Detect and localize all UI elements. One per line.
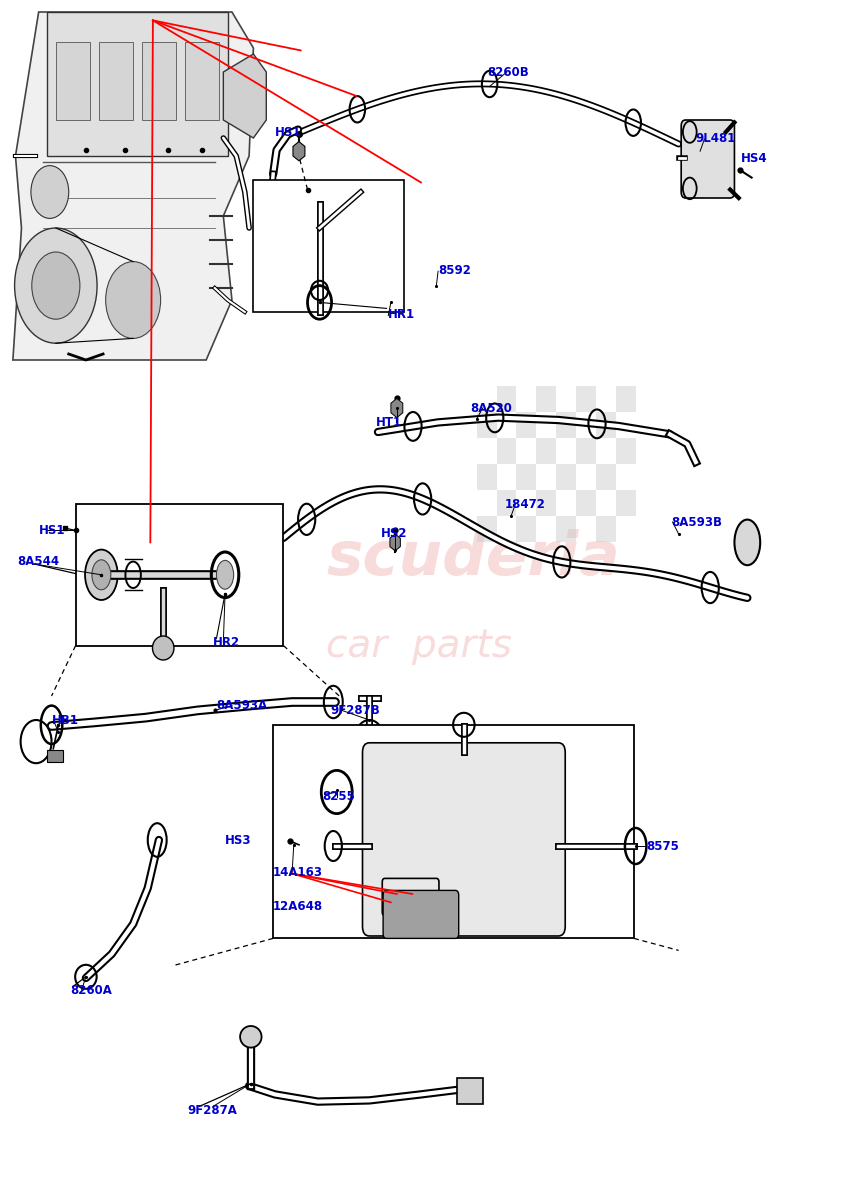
Text: 8255: 8255 bbox=[322, 791, 355, 803]
Text: HT1: HT1 bbox=[376, 416, 402, 428]
Bar bbox=[185, 42, 219, 120]
Bar bbox=[536, 438, 557, 464]
Text: HS1: HS1 bbox=[275, 126, 302, 138]
Bar bbox=[99, 42, 133, 120]
Polygon shape bbox=[223, 54, 266, 138]
Bar bbox=[516, 516, 536, 542]
Bar bbox=[457, 1078, 483, 1104]
Bar bbox=[477, 464, 497, 491]
Text: HS3: HS3 bbox=[225, 834, 252, 846]
FancyBboxPatch shape bbox=[681, 120, 734, 198]
Bar bbox=[477, 516, 497, 542]
Bar bbox=[253, 180, 404, 312]
Bar bbox=[56, 42, 90, 120]
Text: HS1: HS1 bbox=[39, 524, 65, 536]
Bar bbox=[596, 464, 616, 491]
Text: HR2: HR2 bbox=[213, 636, 241, 648]
Bar bbox=[497, 438, 516, 464]
Bar bbox=[557, 413, 576, 438]
Bar bbox=[536, 386, 557, 413]
Bar bbox=[76, 504, 283, 646]
Bar bbox=[576, 386, 596, 413]
Ellipse shape bbox=[85, 550, 118, 600]
Text: 8A593A: 8A593A bbox=[216, 700, 268, 712]
Text: 8260A: 8260A bbox=[70, 984, 113, 996]
Bar bbox=[516, 413, 536, 438]
Ellipse shape bbox=[734, 520, 760, 565]
Circle shape bbox=[15, 228, 97, 343]
Bar bbox=[576, 491, 596, 516]
Ellipse shape bbox=[240, 1026, 261, 1048]
Bar bbox=[557, 464, 576, 491]
Text: 9L481: 9L481 bbox=[696, 132, 736, 144]
Text: 8260B: 8260B bbox=[487, 66, 529, 78]
Text: 8A520: 8A520 bbox=[471, 402, 513, 414]
Text: HS2: HS2 bbox=[381, 528, 407, 540]
Polygon shape bbox=[47, 12, 228, 156]
Bar bbox=[596, 413, 616, 438]
Polygon shape bbox=[13, 12, 253, 360]
Bar bbox=[273, 725, 634, 938]
Text: 8575: 8575 bbox=[646, 840, 679, 852]
Text: car  parts: car parts bbox=[326, 626, 513, 665]
Bar bbox=[497, 386, 516, 413]
Bar bbox=[557, 516, 576, 542]
FancyBboxPatch shape bbox=[383, 890, 459, 938]
Bar bbox=[477, 413, 497, 438]
Circle shape bbox=[31, 166, 69, 218]
Bar bbox=[576, 438, 596, 464]
Bar bbox=[616, 386, 636, 413]
Text: HS4: HS4 bbox=[740, 152, 767, 164]
FancyBboxPatch shape bbox=[362, 743, 565, 936]
Text: 18472: 18472 bbox=[505, 498, 546, 510]
Circle shape bbox=[106, 262, 161, 338]
Bar bbox=[536, 491, 557, 516]
Text: 8A544: 8A544 bbox=[17, 556, 59, 568]
Bar bbox=[516, 464, 536, 491]
Text: 12A648: 12A648 bbox=[273, 900, 323, 912]
Text: 9F287B: 9F287B bbox=[331, 704, 381, 716]
Bar bbox=[47, 750, 63, 762]
Ellipse shape bbox=[216, 560, 234, 589]
Bar bbox=[616, 491, 636, 516]
Text: scuderia: scuderia bbox=[326, 528, 620, 588]
Text: HR1: HR1 bbox=[388, 308, 416, 320]
Text: 9F287A: 9F287A bbox=[187, 1104, 237, 1116]
Bar bbox=[596, 516, 616, 542]
Circle shape bbox=[32, 252, 80, 319]
Text: 8592: 8592 bbox=[438, 264, 471, 276]
Bar bbox=[142, 42, 176, 120]
Ellipse shape bbox=[152, 636, 174, 660]
Text: 14A163: 14A163 bbox=[273, 866, 323, 878]
Ellipse shape bbox=[92, 559, 111, 589]
Bar bbox=[497, 491, 516, 516]
Text: HB1: HB1 bbox=[52, 714, 78, 726]
Bar bbox=[616, 438, 636, 464]
Text: 8A593B: 8A593B bbox=[672, 516, 722, 528]
